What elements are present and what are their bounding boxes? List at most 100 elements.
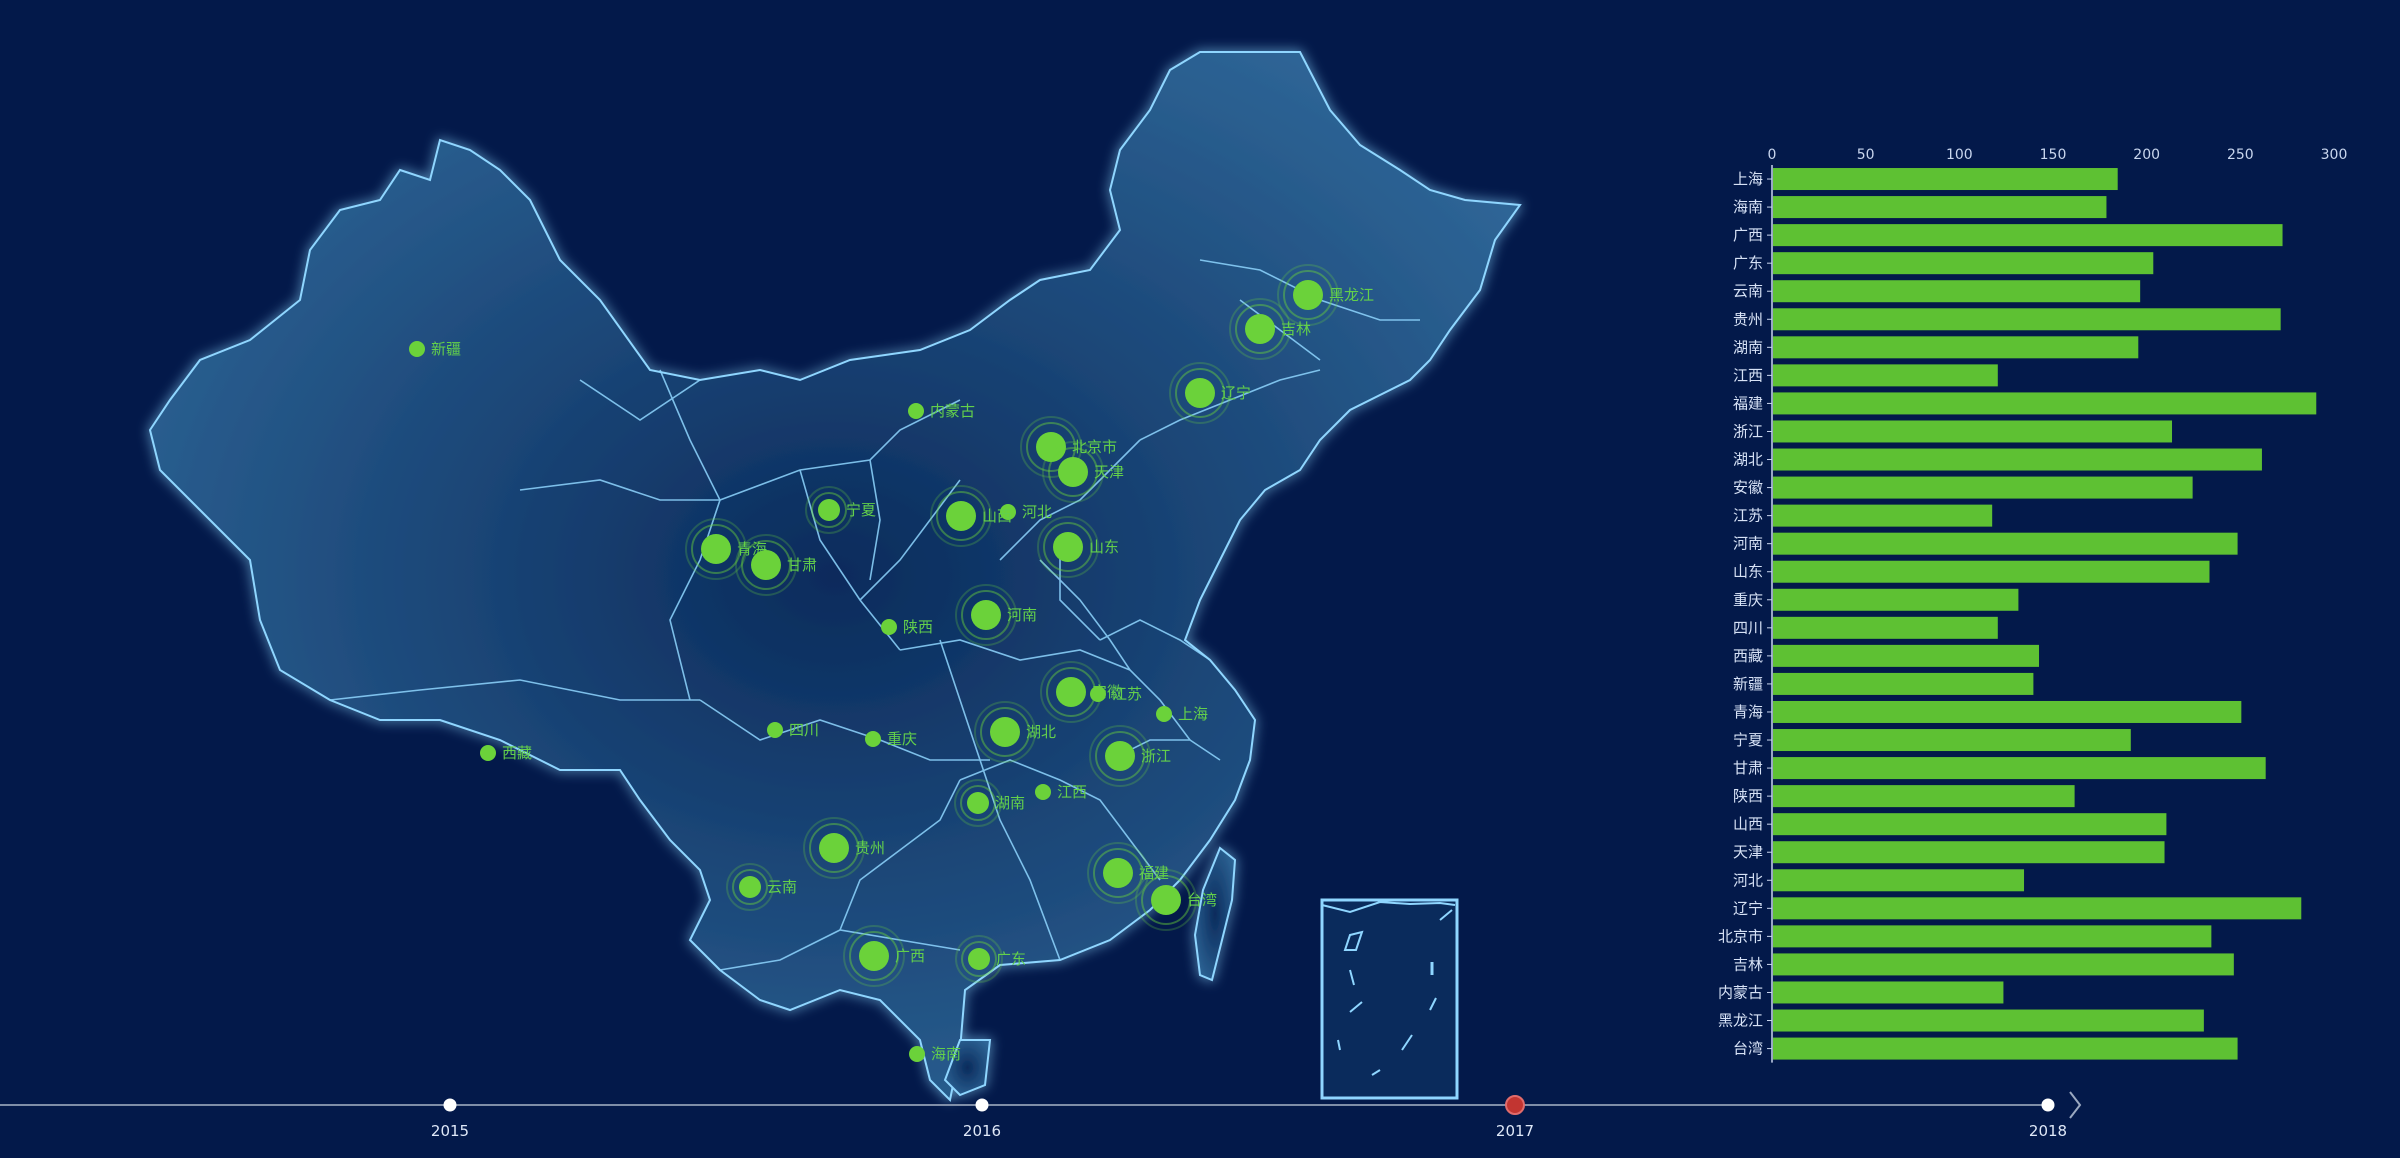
bar[interactable]: [1773, 672, 2034, 695]
timeline-year-label[interactable]: 2017: [1496, 1122, 1534, 1140]
map-point[interactable]: 西藏: [480, 744, 532, 762]
map-point[interactable]: 陕西: [881, 618, 933, 636]
bar[interactable]: [1773, 448, 2262, 471]
category-label: 重庆: [1733, 591, 1763, 609]
bar[interactable]: [1773, 224, 2283, 247]
inset-island: [1343, 930, 1364, 951]
bar[interactable]: [1773, 757, 2266, 780]
map-point[interactable]: 吉林: [1229, 298, 1311, 360]
bar[interactable]: [1773, 280, 2141, 303]
map-point[interactable]: 湖南: [954, 779, 1025, 827]
point-label: 北京市: [1072, 438, 1117, 456]
bar[interactable]: [1773, 1009, 2204, 1032]
map-point[interactable]: 广东: [955, 935, 1026, 983]
map-point[interactable]: 天津: [1042, 441, 1124, 503]
point-ripple: [849, 931, 899, 981]
point-label: 内蒙古: [930, 402, 975, 420]
bar[interactable]: [1773, 729, 2131, 752]
map-point[interactable]: 福建: [1087, 842, 1169, 904]
map-point[interactable]: 新疆: [409, 340, 461, 358]
map-point[interactable]: 黑龙江: [1277, 264, 1374, 326]
map-point[interactable]: 台湾: [1135, 869, 1217, 931]
map-point[interactable]: 海南: [909, 1045, 961, 1063]
point-label: 甘肃: [787, 556, 817, 574]
map-point[interactable]: 湖北: [974, 701, 1056, 763]
point-ripple: [930, 485, 992, 547]
chevron-right-icon[interactable]: [2069, 1091, 2082, 1119]
map-point[interactable]: 云南: [726, 863, 797, 911]
bar[interactable]: [1773, 813, 2167, 836]
bar[interactable]: [1773, 869, 2025, 892]
bar[interactable]: [1773, 476, 2193, 499]
point-dot: [1185, 378, 1215, 408]
map-point[interactable]: 宁夏: [805, 486, 876, 534]
bar[interactable]: [1773, 168, 2118, 191]
bar[interactable]: [1773, 644, 2040, 667]
bar[interactable]: [1773, 532, 2238, 555]
bar[interactable]: [1773, 1037, 2238, 1060]
bar[interactable]: [1773, 560, 2210, 583]
bar[interactable]: [1773, 504, 1993, 527]
map-point[interactable]: 贵州: [803, 817, 885, 879]
category-label: 陕西: [1733, 787, 1763, 805]
map-point[interactable]: 山西: [930, 485, 1012, 547]
bar[interactable]: [1773, 196, 2107, 219]
timeline-year-label[interactable]: 2015: [431, 1122, 469, 1140]
timeline[interactable]: 2015 2016 2017 2018: [0, 1080, 2400, 1158]
point-dot: [1090, 686, 1106, 702]
bar[interactable]: [1773, 785, 2075, 808]
timeline-year-dot[interactable]: [975, 1098, 989, 1112]
x-tick-label: 100: [1946, 147, 1973, 163]
point-dot: [1105, 741, 1135, 771]
point-label: 河南: [1007, 606, 1037, 624]
map-point[interactable]: 河北: [1000, 503, 1052, 521]
bar[interactable]: [1773, 392, 2317, 415]
map-point[interactable]: 北京市: [1020, 416, 1117, 478]
category-label: 山西: [1733, 815, 1763, 833]
map-point[interactable]: 浙江: [1089, 725, 1171, 787]
map-point[interactable]: 河南: [955, 584, 1037, 646]
bar[interactable]: [1773, 252, 2154, 275]
timeline-year-dot[interactable]: [2041, 1098, 2055, 1112]
point-ripple: [732, 869, 768, 905]
map-point[interactable]: 江西: [1035, 783, 1087, 801]
point-dot: [818, 499, 840, 521]
map-point[interactable]: 辽宁: [1169, 362, 1251, 424]
bar[interactable]: [1773, 981, 2004, 1004]
timeline-year-dot[interactable]: [1505, 1095, 1525, 1115]
point-dot: [767, 722, 783, 738]
bar[interactable]: [1773, 700, 2242, 723]
map-point[interactable]: 重庆: [865, 730, 917, 748]
bar[interactable]: [1773, 308, 2281, 331]
category-label: 福建: [1733, 394, 1763, 412]
map-point[interactable]: 山东: [1037, 516, 1119, 578]
map-point[interactable]: 甘肃: [735, 534, 817, 596]
map-point[interactable]: 江苏: [1090, 685, 1142, 703]
mainland-outline: [148, 51, 1522, 1103]
map-point[interactable]: 内蒙古: [908, 402, 975, 420]
map-point[interactable]: 广西: [843, 925, 925, 987]
timeline-year-label[interactable]: 2018: [2029, 1122, 2067, 1140]
map-point[interactable]: 四川: [767, 721, 819, 739]
bar[interactable]: [1773, 336, 2139, 359]
bar[interactable]: [1773, 420, 2173, 443]
point-label: 新疆: [431, 340, 461, 358]
bar[interactable]: [1773, 953, 2234, 976]
timeline-year-label[interactable]: 2016: [963, 1122, 1001, 1140]
china-map[interactable]: 新疆内蒙古黑龙江吉林辽宁北京市天津河北山西山东宁夏青海甘肃陕西河南安徽江苏上海西…: [0, 0, 1560, 1158]
category-label: 吉林: [1733, 955, 1763, 973]
bar[interactable]: [1773, 925, 2212, 948]
bar[interactable]: [1773, 364, 1998, 387]
category-label: 甘肃: [1733, 759, 1763, 777]
inset-island: [1349, 969, 1355, 986]
point-dot: [1156, 706, 1172, 722]
bar[interactable]: [1773, 897, 2302, 920]
point-ripple: [843, 925, 905, 987]
map-point[interactable]: 青海: [685, 518, 767, 580]
bar[interactable]: [1773, 588, 2019, 611]
map-point[interactable]: 上海: [1156, 705, 1208, 723]
point-label: 贵州: [855, 839, 885, 857]
bar[interactable]: [1773, 841, 2165, 864]
bar[interactable]: [1773, 616, 1998, 639]
timeline-year-dot[interactable]: [443, 1098, 457, 1112]
